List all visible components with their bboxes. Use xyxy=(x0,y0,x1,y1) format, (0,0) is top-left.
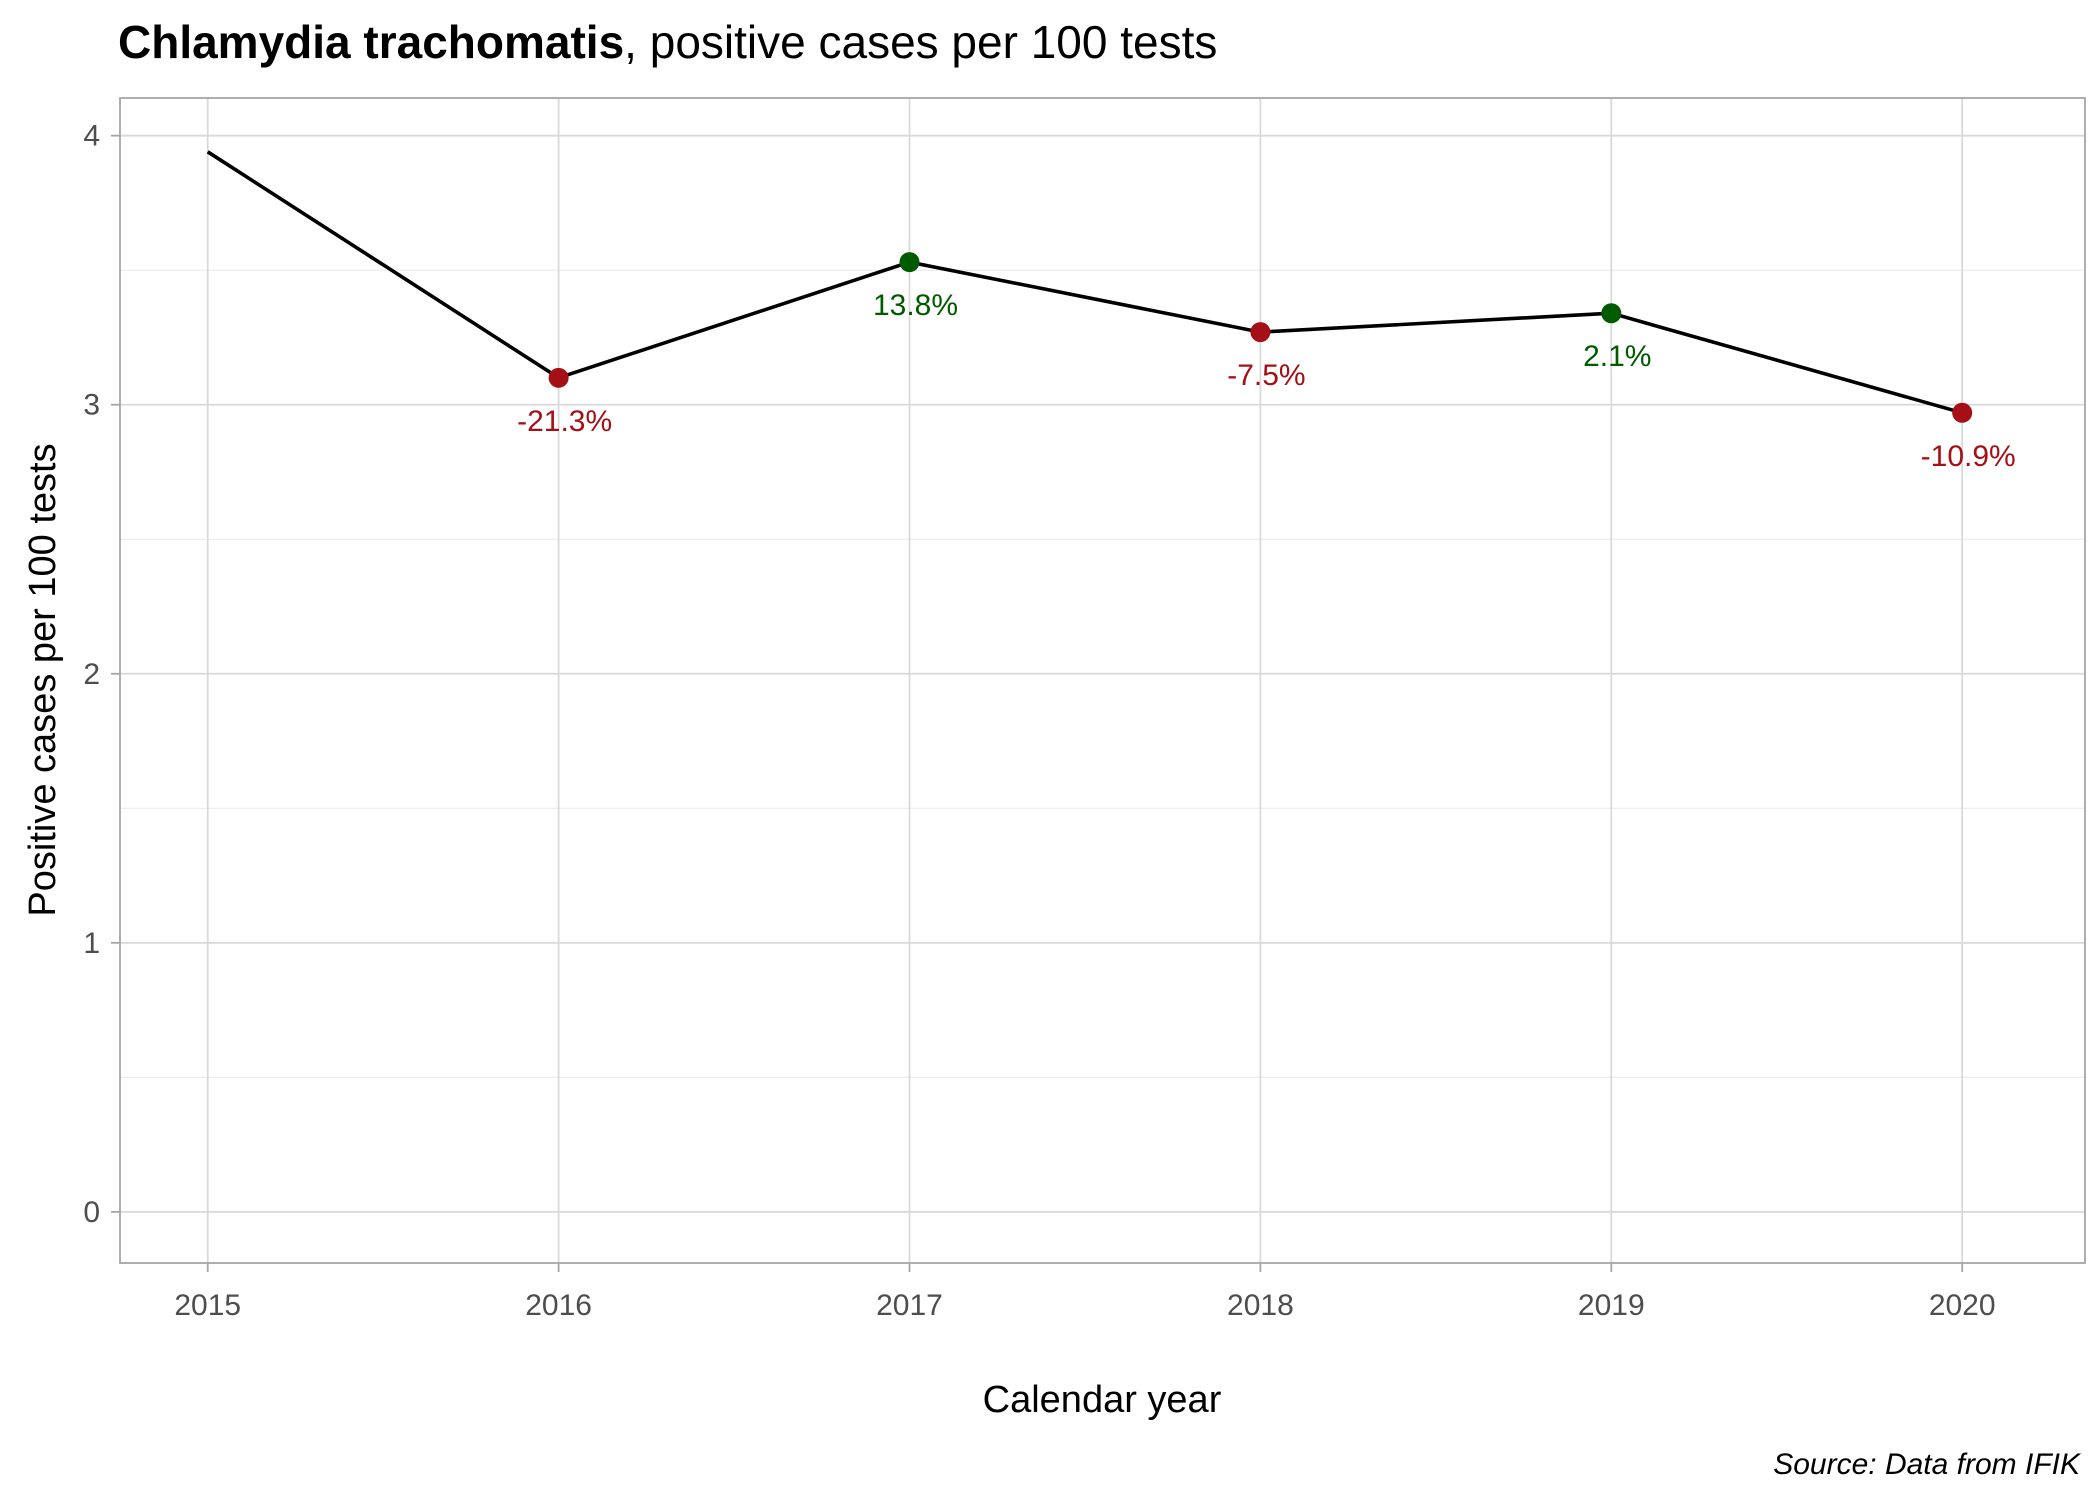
y-tick-label: 3 xyxy=(83,389,100,422)
x-axis-title: Calendar year xyxy=(983,1379,1222,1421)
chart-title-rest: , positive cases per 100 tests xyxy=(624,16,1217,68)
y-tick-label: 0 xyxy=(83,1196,100,1229)
x-tick-label: 2016 xyxy=(525,1289,592,1322)
minor-gridlines xyxy=(120,269,2085,1078)
data-points xyxy=(548,252,1973,423)
change-label-2020: -10.9% xyxy=(1921,440,2016,473)
major-gridlines xyxy=(120,98,2085,1263)
series-line xyxy=(206,150,1963,415)
data-point-2017 xyxy=(899,252,920,273)
data-point-2016 xyxy=(548,367,569,388)
chart-title-bold: Chlamydia trachomatis xyxy=(118,16,624,68)
change-label-2016: -21.3% xyxy=(517,405,612,438)
y-tick-label: 1 xyxy=(83,927,100,960)
y-tick-label: 2 xyxy=(83,658,100,691)
change-label-2019: 2.1% xyxy=(1583,340,1651,373)
x-tick-label: 2018 xyxy=(1227,1289,1294,1322)
y-tick-label: 4 xyxy=(83,120,100,153)
x-tick-labels: 2015 2016 2017 2018 2019 2020 xyxy=(174,1289,1995,1322)
data-point-2019 xyxy=(1601,303,1622,324)
x-tick-label: 2019 xyxy=(1578,1289,1645,1322)
axis-ticks xyxy=(111,134,1964,1272)
x-tick-label: 2015 xyxy=(174,1289,241,1322)
data-point-2020 xyxy=(1952,402,1973,423)
change-label-2017: 13.8% xyxy=(873,289,958,322)
data-point-2018 xyxy=(1250,322,1271,343)
change-labels: -21.3% 13.8% -7.5% 2.1% -10.9% xyxy=(517,289,2016,473)
y-tick-labels: 0 1 2 3 4 xyxy=(83,120,100,1229)
change-label-2018: -7.5% xyxy=(1227,359,1305,392)
x-tick-label: 2017 xyxy=(876,1289,943,1322)
y-axis-title: Positive cases per 100 tests xyxy=(22,443,64,916)
panel-border xyxy=(119,97,2086,1264)
x-tick-label: 2020 xyxy=(1929,1289,1996,1322)
chart-title: Chlamydia trachomatis, positive cases pe… xyxy=(118,16,1217,68)
source-caption: Source: Data from IFIK xyxy=(1773,1448,2082,1481)
